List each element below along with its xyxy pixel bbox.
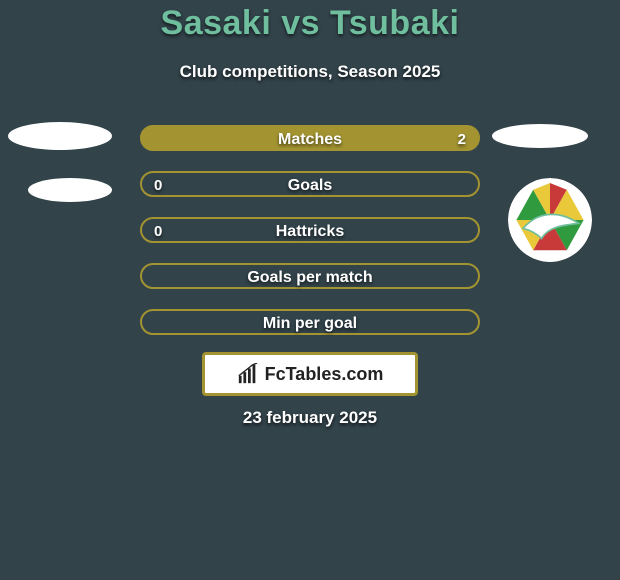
- stat-value-right: 2: [458, 127, 466, 153]
- date-label: 23 february 2025: [0, 408, 620, 428]
- stat-row: Min per goal: [140, 309, 480, 335]
- stat-label: Goals: [142, 173, 478, 199]
- brand-badge: FcTables.com: [202, 352, 418, 396]
- stat-row: Goals per match: [140, 263, 480, 289]
- stat-label: Min per goal: [142, 311, 478, 337]
- page-subtitle: Club competitions, Season 2025: [0, 62, 620, 82]
- stat-value-left: 0: [154, 173, 162, 199]
- brand-label: FcTables.com: [265, 364, 384, 385]
- bar-chart-icon: [237, 363, 259, 385]
- club-logo-svg: [508, 178, 592, 262]
- stat-label: Hattricks: [142, 219, 478, 245]
- stat-label: Matches: [142, 127, 478, 153]
- stat-row: Matches2: [140, 125, 480, 151]
- club-logo-right: [508, 178, 592, 262]
- player-left-avatar-placeholder-2: [28, 178, 112, 202]
- page-title: Sasaki vs Tsubaki: [0, 4, 620, 43]
- comparison-card: Sasaki vs Tsubaki Club competitions, Sea…: [0, 0, 620, 580]
- stat-value-left: 0: [154, 219, 162, 245]
- player-right-avatar-placeholder: [492, 124, 588, 148]
- stat-label: Goals per match: [142, 265, 478, 291]
- player-left-avatar-placeholder: [8, 122, 112, 150]
- stat-row: Hattricks0: [140, 217, 480, 243]
- stat-row: Goals0: [140, 171, 480, 197]
